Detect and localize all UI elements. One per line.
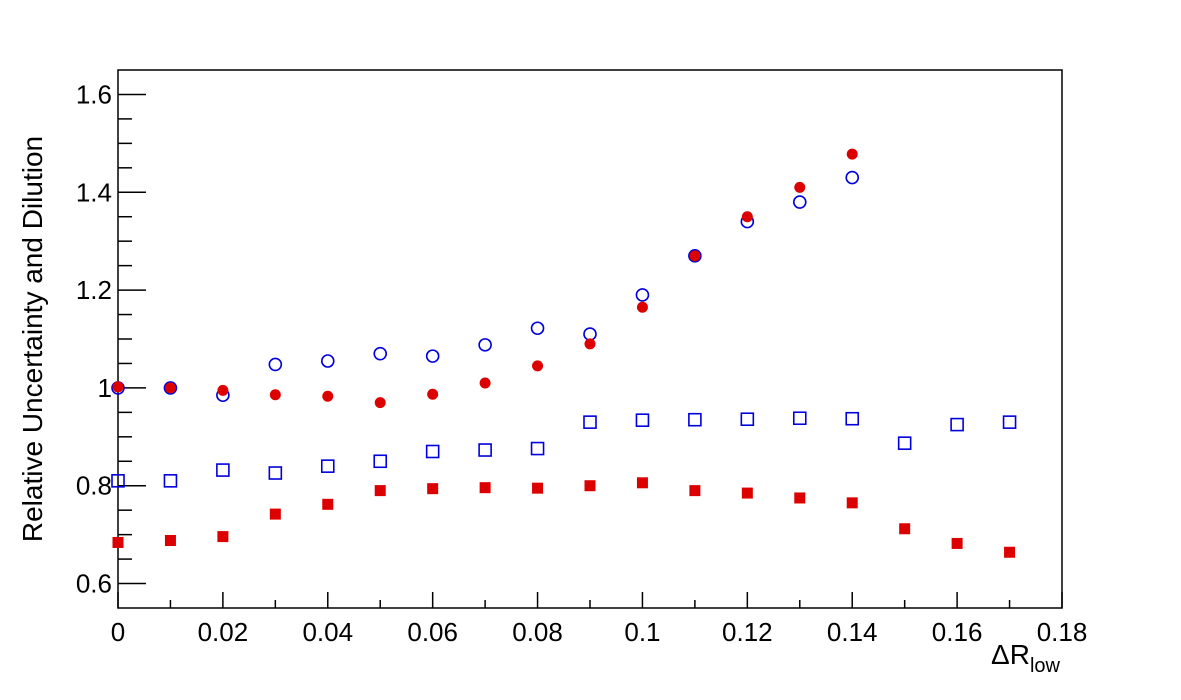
data-point-circle-open: [320, 354, 335, 368]
x-tick-label: 0.04: [302, 617, 353, 647]
data-point-circle-open: [373, 346, 388, 361]
data-point-square-open: [425, 444, 440, 459]
axis-ticks: [117, 93, 1063, 608]
data-point-square-open: [111, 474, 125, 488]
data-point-circle-open: [425, 349, 440, 363]
data-point-square-filled: [1004, 546, 1016, 558]
data-point-square-filled: [899, 523, 911, 535]
data-point-circle-filled: [479, 377, 491, 389]
x-tick-label: 0.06: [407, 617, 458, 647]
data-point-square-filled: [164, 535, 176, 547]
data-point-square-open: [268, 466, 283, 480]
data-point-square-filled: [741, 487, 753, 499]
data-point-circle-open: [792, 195, 807, 209]
data-point-square-open: [216, 463, 230, 477]
data-point-square-open: [583, 415, 597, 429]
x-tick-label: 0: [111, 617, 125, 647]
data-point-square-open: [478, 443, 492, 457]
y-tick-labels: 0.6 0.8 1 1.2 1.4 1.6: [76, 79, 112, 598]
x-tick-label: 0.02: [198, 617, 249, 647]
y-tick-label: 1: [98, 373, 112, 403]
data-point-circle-filled: [584, 338, 596, 350]
x-tick-label: 0.14: [827, 617, 878, 647]
data-point-square-filled: [689, 485, 701, 497]
data-point-square-open: [1002, 415, 1017, 429]
data-point-circle-open: [845, 170, 860, 185]
data-point-square-filled: [794, 492, 806, 504]
data-point-square-open: [635, 413, 650, 427]
data-point-circle-filled: [269, 389, 281, 401]
x-axis-title-main: ΔR: [991, 639, 1030, 670]
data-point-square-filled: [636, 477, 648, 489]
data-point-circle-open: [635, 288, 650, 302]
data-point-circle-filled: [532, 360, 544, 372]
data-point-square-filled: [951, 537, 963, 549]
data-point-circle-open: [163, 381, 178, 395]
data-point-circle-filled: [689, 250, 701, 262]
x-tick-label: 0.08: [512, 617, 563, 647]
data-point-square-open: [950, 417, 964, 432]
data-point-square-filled: [479, 482, 491, 494]
y-tick-label: 0.8: [76, 471, 112, 501]
data-point-circle-filled: [741, 211, 753, 223]
data-point-circle-filled: [164, 382, 176, 394]
data-point-square-filled: [846, 497, 858, 509]
data-point-circle-filled: [636, 301, 648, 313]
y-tick-label: 0.6: [76, 569, 112, 599]
data-markers: [111, 148, 1017, 558]
data-point-circle-filled: [427, 388, 439, 400]
data-point-circle-open: [583, 327, 597, 341]
data-point-square-open: [373, 454, 388, 469]
data-point-circle-filled: [846, 148, 858, 160]
data-point-square-open: [163, 474, 178, 488]
x-tick-label: 0.1: [624, 617, 660, 647]
x-tick-label: 0.16: [932, 617, 983, 647]
data-point-square-filled: [269, 508, 281, 520]
x-axis-title-subscript: low: [1030, 655, 1061, 677]
x-tick-labels: 0 0.02 0.04 0.06 0.08 0.1 0.12 0.14 0.16 0.18: [111, 617, 1088, 647]
x-tick-label: 0.18: [1037, 617, 1088, 647]
data-point-square-open: [845, 411, 860, 426]
data-point-square-open: [688, 412, 702, 427]
data-point-circle-open: [268, 357, 283, 372]
data-point-square-filled: [532, 482, 544, 494]
data-point-square-filled: [322, 498, 334, 510]
y-tick-label: 1.4: [76, 177, 112, 207]
data-point-square-filled: [112, 536, 124, 548]
data-point-circle-filled: [374, 397, 386, 409]
data-point-square-filled: [427, 483, 439, 495]
data-point-circle-open: [530, 321, 545, 336]
data-point-circle-filled: [794, 181, 806, 193]
y-tick-label: 1.2: [76, 275, 112, 305]
data-point-circle-filled: [217, 384, 229, 396]
y-axis-title: Relative Uncertainty and Dilution: [17, 136, 48, 542]
data-point-square-filled: [217, 531, 229, 543]
x-axis-title: ΔRlow: [991, 639, 1061, 677]
data-point-square-filled: [584, 480, 596, 492]
y-tick-label: 1.6: [76, 79, 112, 109]
data-point-circle-open: [478, 338, 492, 352]
data-point-square-open: [320, 459, 335, 473]
data-point-square-open: [792, 411, 807, 426]
data-point-circle-filled: [112, 381, 124, 393]
data-point-circle-filled: [322, 390, 334, 402]
data-point-square-filled: [374, 485, 386, 497]
data-point-square-open: [740, 412, 755, 427]
data-point-circle-open: [688, 249, 702, 263]
x-tick-label: 0.12: [722, 617, 773, 647]
data-point-square-open: [897, 436, 912, 450]
data-point-square-open: [530, 441, 545, 456]
